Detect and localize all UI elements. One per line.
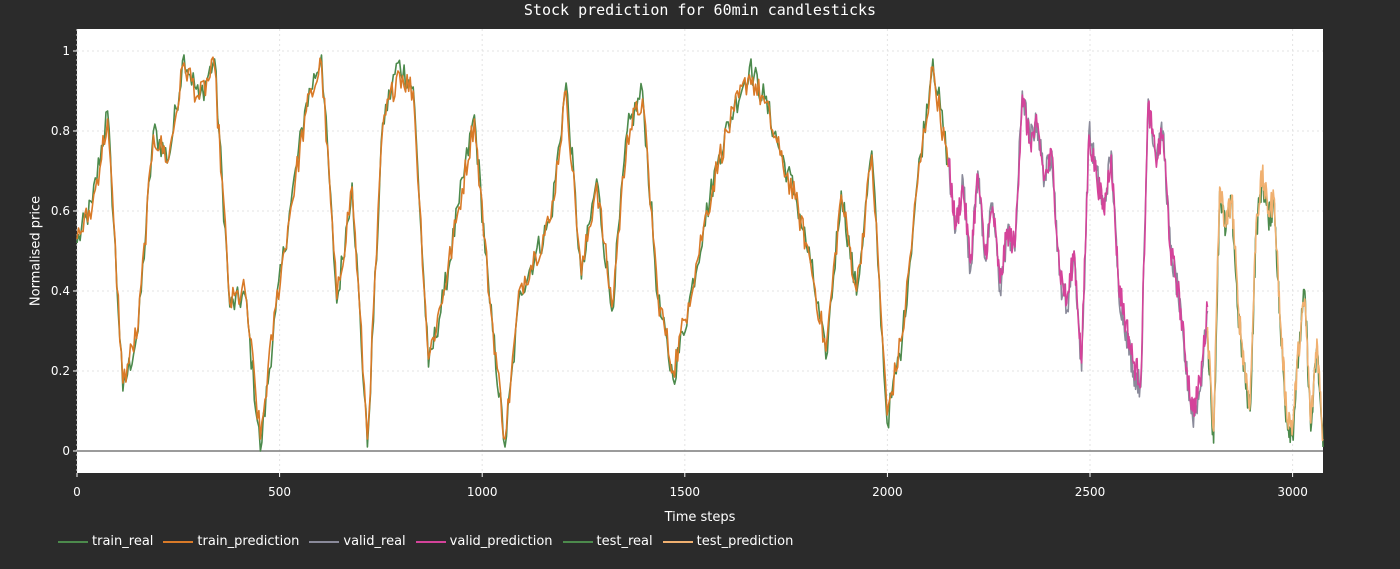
series-line-valid-prediction	[947, 94, 1209, 418]
series-layer	[76, 54, 1324, 452]
x-tick-label: 3000	[1277, 485, 1308, 499]
x-tick-label: 500	[268, 485, 291, 499]
grid-lines	[76, 29, 1323, 473]
legend-label: valid_prediction	[449, 534, 553, 549]
legend-item-train-prediction[interactable]: train_prediction	[163, 534, 299, 549]
legend-item-valid-prediction[interactable]: valid_prediction	[415, 534, 553, 549]
chart-title: Stock prediction for 60min candlesticks	[523, 1, 877, 19]
x-axis-label: Time steps	[664, 510, 736, 525]
x-tick-label: 2500	[1075, 485, 1106, 499]
legend-swatch	[562, 540, 593, 543]
legend-label: train_real	[92, 534, 154, 549]
legend-label: valid_real	[343, 534, 406, 549]
legend-label: train_prediction	[197, 534, 300, 549]
x-tick-label: 2000	[872, 485, 903, 499]
legend-swatch	[415, 540, 446, 543]
legend-swatch	[309, 540, 340, 543]
y-tick-label: 0.2	[51, 364, 70, 378]
legend-item-test-real[interactable]: test_real	[562, 534, 653, 549]
legend-item-valid-real[interactable]: valid_real	[309, 534, 406, 549]
y-axis-ticks: 0 0.2 0.4 0.6 0.8 1	[51, 44, 77, 458]
legend-item-train-real[interactable]: train_real	[58, 534, 153, 549]
legend-label: test_prediction	[696, 534, 794, 549]
y-tick-label: 0.6	[51, 204, 70, 218]
series-line-train-prediction	[76, 56, 949, 440]
legend: train_real train_prediction valid_real v…	[58, 534, 793, 549]
y-tick-label: 1	[62, 44, 70, 58]
legend-label: test_real	[596, 534, 653, 549]
x-axis-ticks: 0 500 1000 1500 2000 2500 3000	[73, 473, 1308, 499]
legend-swatch	[662, 540, 693, 543]
legend-swatch	[58, 540, 88, 543]
y-tick-label: 0.4	[51, 284, 70, 298]
x-tick-label: 1500	[670, 485, 701, 499]
y-tick-label: 0.8	[51, 124, 70, 138]
legend-swatch	[163, 540, 194, 543]
series-line-test-prediction	[1206, 164, 1324, 442]
y-axis-label: Normalised price	[28, 195, 44, 307]
x-tick-label: 0	[73, 485, 81, 499]
y-tick-label: 0	[62, 444, 70, 458]
x-tick-label: 1000	[467, 485, 498, 499]
legend-item-test-prediction[interactable]: test_prediction	[662, 534, 794, 549]
